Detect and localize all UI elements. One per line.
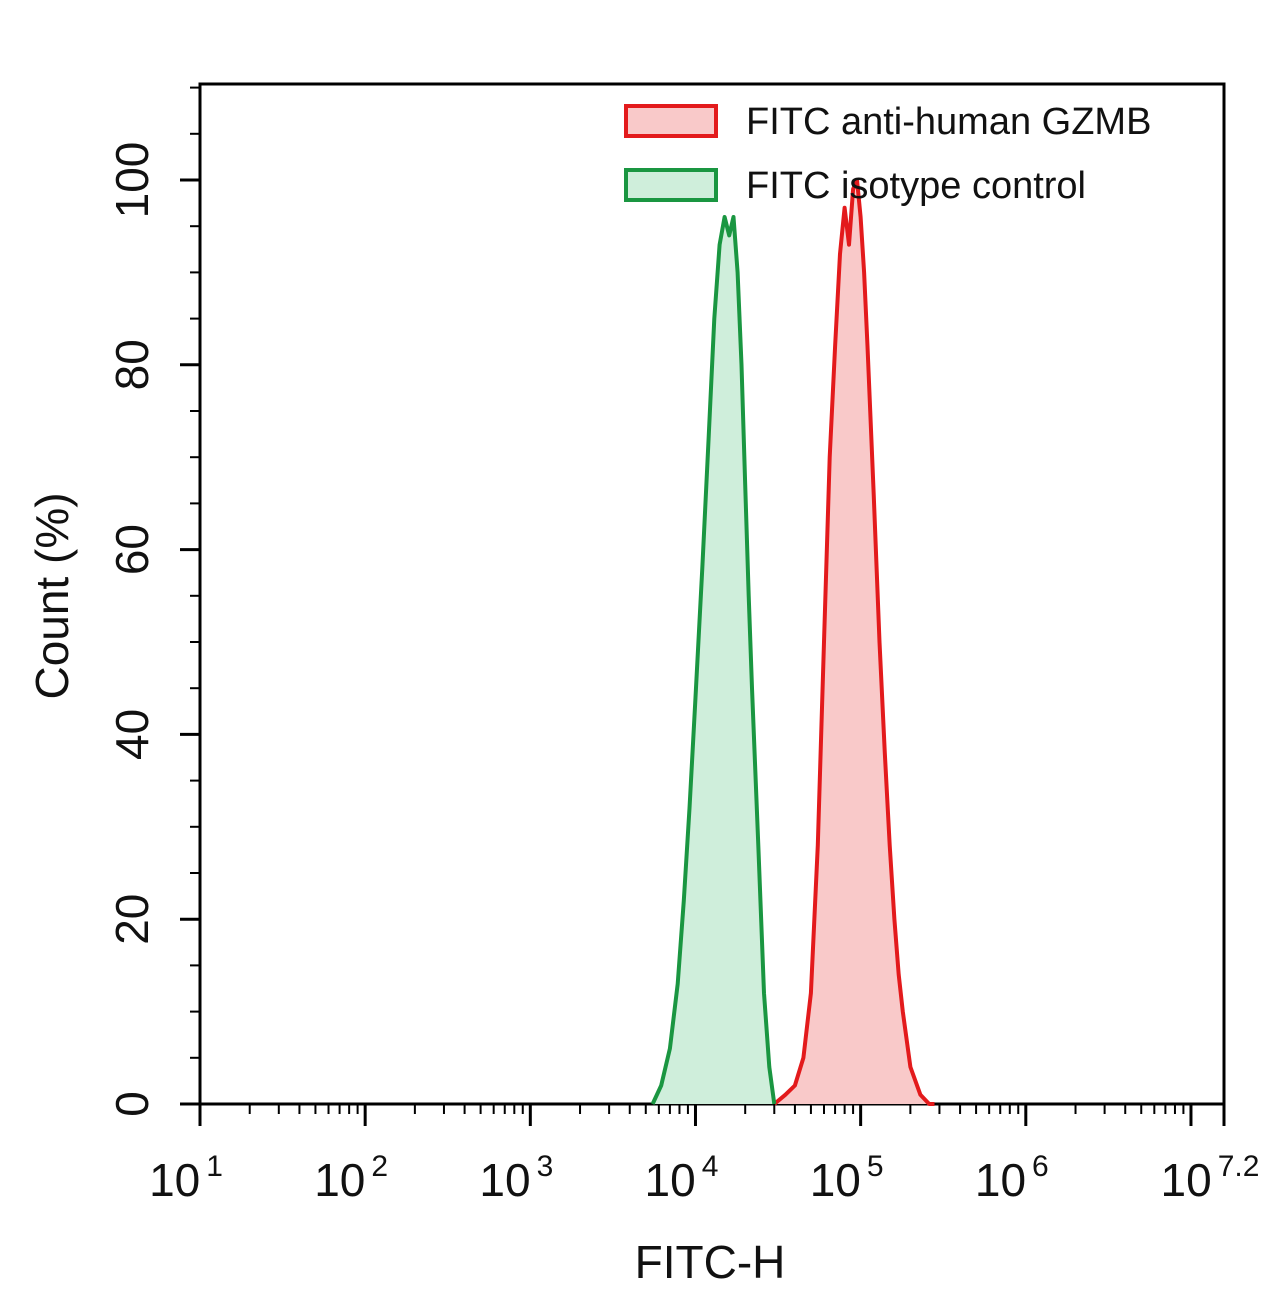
x-tick-base: 10 [479, 1154, 530, 1206]
x-axis: 10 1 10 2 10 3 10 4 10 5 10 6 10 7.2 [149, 1104, 1259, 1206]
x-axis-title: FITC-H [635, 1236, 786, 1288]
y-tick-label: 40 [106, 709, 158, 760]
x-tick-base: 10 [645, 1154, 696, 1206]
x-tick-exponent: 3 [537, 1150, 554, 1183]
x-tick-label: 10 5 [810, 1150, 884, 1206]
x-tick-base: 10 [1161, 1154, 1212, 1206]
x-tick-label: 10 7.2 [1161, 1150, 1260, 1206]
legend-swatch-1 [624, 168, 718, 202]
x-tick-label: 10 1 [149, 1150, 223, 1206]
legend-label-0: FITC anti-human GZMB [746, 101, 1151, 143]
y-tick-label: 80 [106, 339, 158, 390]
x-tick-base: 10 [810, 1154, 861, 1206]
y-tick-label: 0 [106, 1091, 158, 1117]
y-tick-label: 100 [106, 142, 158, 219]
series-1-line [650, 215, 777, 1105]
y-axis-title: Count (%) [26, 492, 78, 699]
legend-label-1: FITC isotype control [746, 165, 1086, 207]
x-tick-exponent: 7.2 [1218, 1150, 1260, 1183]
x-tick-label: 10 2 [314, 1150, 388, 1206]
x-tick-exponent: 5 [867, 1150, 884, 1183]
x-tick-exponent: 1 [206, 1150, 223, 1183]
x-tick-label: 10 6 [975, 1150, 1049, 1206]
x-tick-base: 10 [149, 1154, 200, 1206]
y-axis: 0 20 40 60 80 100 [106, 86, 200, 1117]
legend: FITC anti-human GZMB FITC isotype control [624, 101, 1151, 207]
x-tick-label: 10 4 [645, 1150, 719, 1206]
x-tick-base: 10 [314, 1154, 365, 1206]
y-tick-label: 60 [106, 524, 158, 575]
series-1-area [652, 217, 775, 1104]
legend-swatch-0 [624, 104, 718, 138]
y-tick-label: 20 [106, 894, 158, 945]
x-tick-exponent: 4 [702, 1150, 719, 1183]
x-tick-exponent: 2 [371, 1150, 388, 1183]
series-layer [650, 178, 935, 1106]
x-tick-base: 10 [975, 1154, 1026, 1206]
x-tick-exponent: 6 [1032, 1150, 1049, 1183]
series-0-line [773, 178, 935, 1106]
series-0-area [774, 180, 935, 1104]
x-tick-label: 10 3 [479, 1150, 553, 1206]
